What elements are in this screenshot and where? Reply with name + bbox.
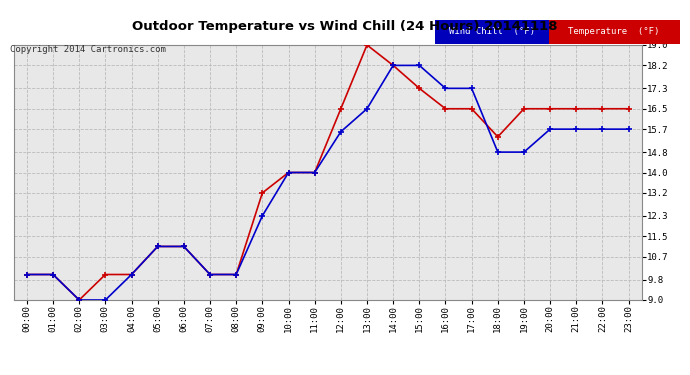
- Text: Temperature  (°F): Temperature (°F): [569, 27, 660, 36]
- Text: Wind Chill  (°F): Wind Chill (°F): [448, 27, 535, 36]
- Text: Outdoor Temperature vs Wind Chill (24 Hours) 20141118: Outdoor Temperature vs Wind Chill (24 Ho…: [132, 20, 558, 33]
- Text: Copyright 2014 Cartronics.com: Copyright 2014 Cartronics.com: [10, 45, 166, 54]
